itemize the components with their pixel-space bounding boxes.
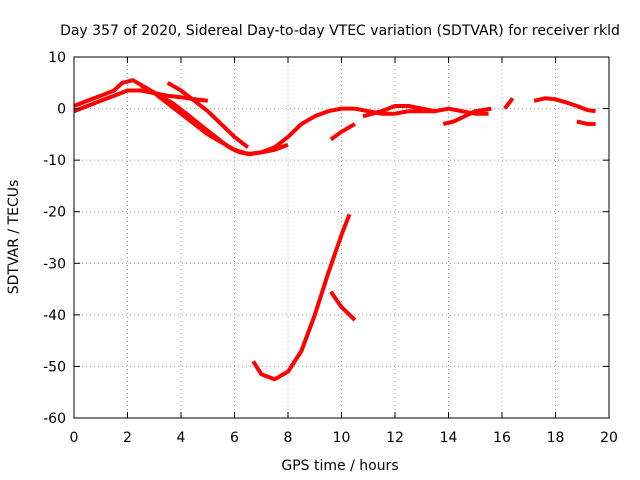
y-tick-label: -20: [43, 205, 66, 221]
x-tick-label: 6: [230, 430, 239, 446]
series-line-sat-c: [139, 83, 289, 156]
x-tick-label: 20: [600, 430, 618, 446]
y-tick-label: -50: [43, 359, 66, 375]
x-tick-label: 10: [333, 430, 351, 446]
y-tick-label: -60: [43, 411, 66, 427]
x-tick-label: 14: [440, 430, 458, 446]
series-line-sat-g: [362, 104, 436, 119]
x-tick-label: 18: [547, 430, 565, 446]
y-tick-label: -40: [43, 308, 66, 324]
x-axis-label: GPS time / hours: [281, 458, 398, 474]
series-line-sat-l: [251, 213, 352, 382]
series-line-sat-j: [533, 96, 596, 114]
chart-title: Day 357 of 2020, Sidereal Day-to-day VTE…: [60, 23, 620, 39]
series-line-sat-a: [73, 88, 209, 114]
x-tick-label: 16: [493, 430, 511, 446]
y-tick-label: 0: [57, 102, 66, 118]
series-line-sat-d: [166, 81, 250, 149]
y-axis-label: SDTVAR / TECUs: [6, 180, 22, 295]
series-group: [73, 78, 596, 382]
y-tick-label: 10: [48, 50, 66, 66]
series-line-sat-k: [576, 119, 596, 126]
series-line-sat-e: [329, 122, 356, 142]
x-tick-label: 8: [284, 430, 293, 446]
x-tick-label: 2: [123, 430, 132, 446]
y-tick-label: -30: [43, 256, 66, 272]
series-line-sat-i: [503, 97, 515, 110]
x-tick-label: 0: [70, 430, 79, 446]
y-tick-label: -10: [43, 153, 66, 169]
series-line-sat-h: [442, 106, 492, 126]
ticks: 0 2 4 6 8 10 12 14 16 18 20 -60 -50 -40 -30 -20 -10 0 10: [43, 50, 618, 446]
x-tick-label: 4: [177, 430, 186, 446]
series-line-sat-m: [329, 290, 357, 322]
x-tick-label: 12: [386, 430, 404, 446]
